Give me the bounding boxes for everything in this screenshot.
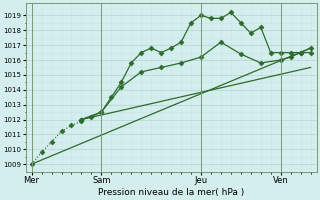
X-axis label: Pression niveau de la mer( hPa ): Pression niveau de la mer( hPa ) (98, 188, 244, 197)
